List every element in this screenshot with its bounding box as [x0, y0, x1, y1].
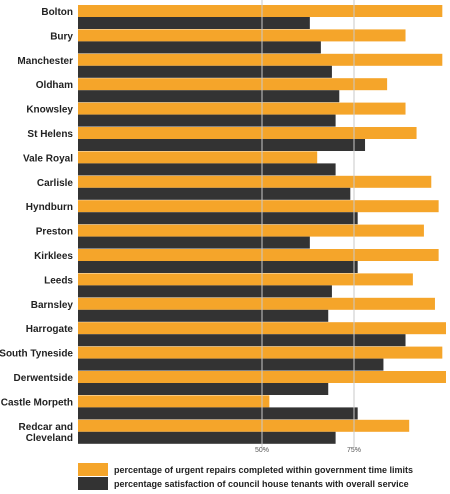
repairs-bar [78, 151, 318, 164]
repairs-bar [78, 395, 270, 408]
repairs-bar [78, 297, 435, 310]
category-label: Castle Morpeth [1, 397, 73, 408]
category-label: Bury [50, 31, 73, 42]
legend-label: percentage of urgent repairs completed w… [114, 465, 413, 475]
legend-swatch-repairs [78, 463, 108, 476]
repairs-bar [78, 419, 410, 432]
satisfaction-bar [78, 41, 321, 54]
category-label: Knowsley [26, 105, 73, 116]
satisfaction-bar [78, 285, 332, 298]
repairs-bar [78, 78, 388, 91]
satisfaction-bar [78, 90, 340, 103]
category-label: Bolton [41, 7, 73, 18]
category-label: Derwentside [14, 373, 74, 384]
satisfaction-bar [78, 358, 384, 371]
category-label: St Helens [27, 129, 73, 140]
legend-label: percentage satisfaction of council house… [114, 479, 409, 489]
category-label-line: Redcar and [19, 422, 73, 433]
satisfaction-bar [78, 212, 358, 225]
repairs-bar [78, 29, 406, 42]
satisfaction-bar [78, 261, 358, 273]
repairs-bar [78, 200, 439, 213]
category-label: Redcar and Cleveland [19, 422, 73, 444]
legend: percentage of urgent repairs completed w… [78, 463, 413, 490]
repairs-bar [78, 175, 432, 188]
bars-group [78, 5, 446, 444]
satisfaction-bar [78, 114, 336, 127]
repairs-bar [78, 127, 417, 139]
x-tick-label: 50% [255, 447, 269, 454]
satisfaction-bar [78, 334, 406, 347]
satisfaction-bar [78, 139, 366, 151]
category-label: Oldham [36, 80, 73, 91]
category-label: Harrogate [26, 324, 74, 335]
category-label: Manchester [17, 56, 73, 67]
category-label: Vale Royal [23, 153, 73, 164]
category-label-line: Cleveland [26, 433, 73, 444]
category-label: Preston [36, 227, 73, 238]
satisfaction-bar [78, 163, 336, 176]
satisfaction-bar [78, 383, 329, 395]
category-label: Hyndburn [26, 202, 73, 213]
repairs-bar [78, 5, 443, 17]
satisfaction-bar [78, 431, 336, 444]
satisfaction-bar [78, 309, 329, 322]
repairs-bar [78, 53, 443, 66]
repairs-bar [78, 273, 413, 286]
satisfaction-bar [78, 407, 358, 420]
category-label: Leeds [44, 275, 73, 286]
repairs-bar [78, 346, 443, 359]
legend-swatch-satisfaction [78, 477, 108, 490]
repairs-bar [78, 249, 439, 261]
x-tick-label: 75% [347, 447, 361, 454]
satisfaction-bar [78, 17, 310, 29]
category-label: Carlisle [37, 178, 74, 189]
grid-group: 50% 75% [255, 0, 361, 454]
satisfaction-bar [78, 65, 332, 78]
repairs-bar [78, 102, 406, 115]
satisfaction-bar [78, 187, 351, 200]
repairs-bar [78, 224, 424, 237]
category-label: Kirklees [34, 251, 73, 262]
satisfaction-bar [78, 236, 310, 249]
category-labels-group: Bolton Bury Manchester Oldham Knowsley St Hel… [0, 7, 73, 444]
category-label: South Tyneside [0, 349, 73, 360]
category-label: Barnsley [31, 300, 74, 311]
